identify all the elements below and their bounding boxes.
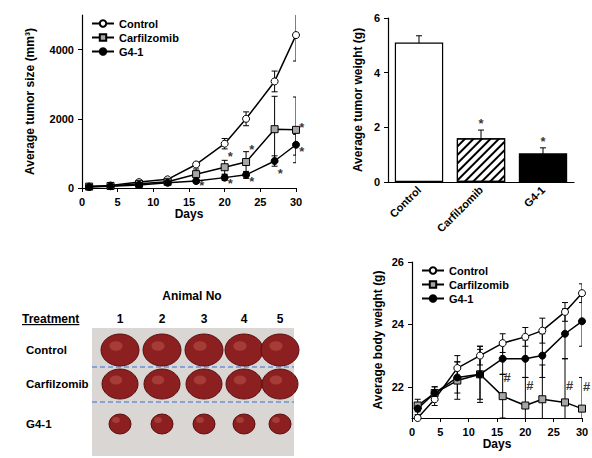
svg-text:15: 15 [491, 426, 503, 438]
svg-text:25: 25 [548, 426, 560, 438]
svg-text:2: 2 [159, 312, 166, 326]
svg-text:15: 15 [183, 196, 195, 208]
svg-text:*: * [299, 120, 305, 135]
svg-text:5: 5 [277, 312, 284, 326]
svg-text:Carfilzomib: Carfilzomib [449, 279, 509, 291]
svg-text:2000: 2000 [50, 113, 74, 125]
svg-text:20: 20 [219, 196, 231, 208]
svg-text:#: # [583, 379, 591, 394]
svg-text:5: 5 [115, 196, 121, 208]
svg-text:3: 3 [201, 312, 208, 326]
svg-text:G4-1: G4-1 [521, 184, 547, 210]
svg-text:*: * [228, 176, 234, 191]
svg-text:#: # [566, 378, 574, 393]
svg-text:*: * [228, 149, 234, 164]
svg-text:4: 4 [241, 312, 248, 326]
svg-text:Average tumor size (mm³): Average tumor size (mm³) [23, 28, 37, 175]
svg-text:Carfilzomib: Carfilzomib [119, 32, 179, 44]
svg-text:*: * [249, 174, 255, 189]
svg-text:4000: 4000 [50, 44, 74, 56]
svg-text:0: 0 [374, 176, 380, 188]
svg-text:*: * [299, 144, 305, 159]
svg-text:G4-1: G4-1 [449, 293, 473, 305]
svg-text:*: * [249, 142, 255, 157]
svg-text:0: 0 [409, 426, 415, 438]
svg-text:Average tumor weight (g): Average tumor weight (g) [351, 28, 365, 172]
svg-text:Average body weight (g): Average body weight (g) [371, 271, 385, 410]
svg-text:10: 10 [147, 196, 159, 208]
svg-text:Control: Control [449, 265, 488, 277]
svg-text:*: * [199, 178, 205, 193]
svg-text:26: 26 [392, 256, 404, 268]
svg-text:Carfilzomib: Carfilzomib [434, 184, 485, 235]
svg-text:24: 24 [392, 318, 405, 330]
svg-text:Days: Days [175, 207, 204, 221]
svg-text:Treatment: Treatment [22, 312, 79, 326]
svg-text:30: 30 [576, 426, 588, 438]
svg-text:30: 30 [290, 196, 302, 208]
svg-text:0: 0 [79, 196, 85, 208]
svg-text:#: # [504, 370, 512, 385]
svg-text:0: 0 [68, 182, 74, 194]
svg-text:1: 1 [117, 312, 124, 326]
svg-text:Control: Control [26, 344, 67, 356]
svg-text:#: # [526, 378, 534, 393]
svg-text:*: * [278, 166, 284, 181]
svg-text:G4-1: G4-1 [119, 46, 143, 58]
svg-text:Control: Control [387, 184, 423, 220]
svg-text:G4-1: G4-1 [26, 418, 52, 430]
svg-text:*: * [478, 116, 484, 131]
svg-text:Carfilzomib: Carfilzomib [26, 378, 89, 390]
svg-text:22: 22 [392, 381, 404, 393]
svg-text:6: 6 [374, 12, 380, 24]
svg-text:10: 10 [463, 426, 475, 438]
svg-text:Control: Control [119, 18, 158, 30]
svg-text:2: 2 [374, 121, 380, 133]
svg-text:5: 5 [437, 426, 443, 438]
svg-text:Animal No: Animal No [162, 289, 221, 303]
svg-text:Days: Days [483, 437, 512, 451]
svg-text:25: 25 [254, 196, 266, 208]
svg-text:4: 4 [374, 67, 381, 79]
svg-text:*: * [540, 134, 546, 149]
svg-text:20: 20 [519, 426, 531, 438]
